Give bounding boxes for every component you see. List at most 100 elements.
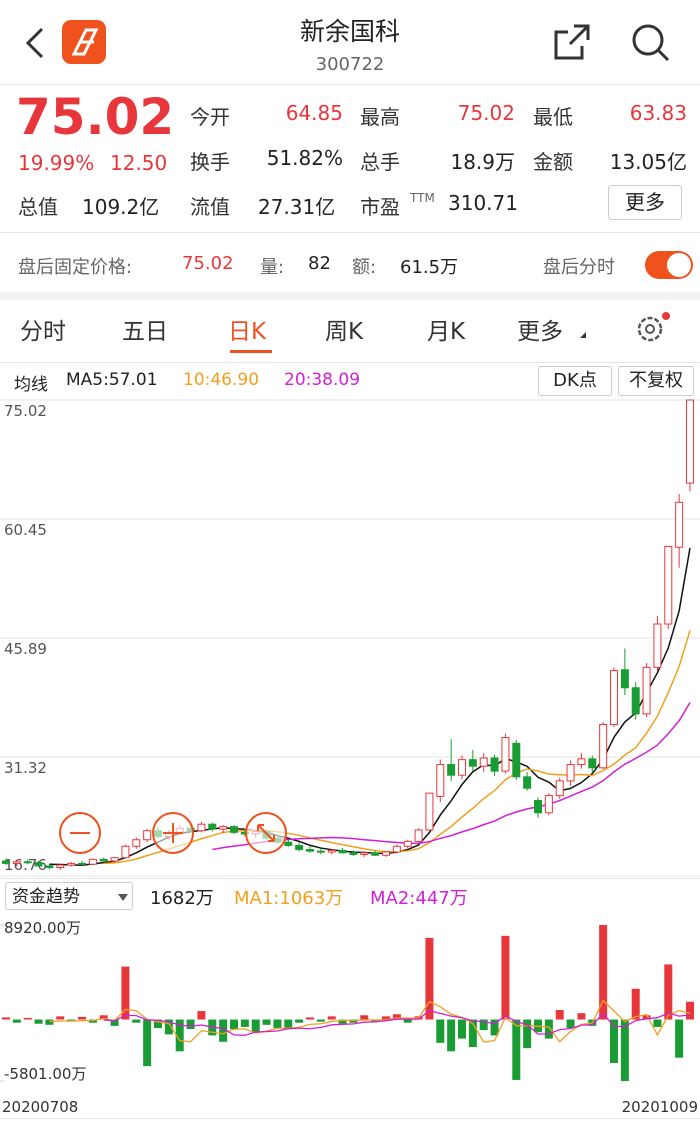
bar — [458, 1019, 466, 1039]
candle-body — [501, 737, 510, 772]
bar — [555, 1009, 564, 1020]
candle-body — [414, 829, 423, 842]
stat-value: 27.31亿 — [258, 195, 336, 219]
settings-icon[interactable] — [632, 310, 672, 346]
candle-body — [588, 758, 597, 769]
candle-body — [306, 849, 314, 852]
indicator-selector[interactable]: 资金趋势 — [5, 882, 133, 910]
candle-body — [555, 780, 564, 797]
share-icon[interactable] — [552, 22, 592, 62]
tab[interactable]: 分时 — [20, 319, 66, 345]
bar — [653, 1019, 662, 1027]
candle-body — [686, 399, 694, 484]
candle-body — [99, 858, 108, 862]
bar — [186, 1019, 195, 1030]
candle-body — [12, 861, 21, 864]
field-value: 18.9万 — [450, 150, 515, 174]
change-pct: 19.99% — [18, 151, 95, 175]
adjust-button[interactable]: 不复权 — [618, 366, 694, 396]
y-tick-label: -5801.00万 — [4, 1065, 86, 1083]
tab-active[interactable]: 日K — [228, 319, 267, 345]
bar — [577, 1013, 586, 1020]
candle-body — [436, 764, 445, 797]
field-value: 64.85 — [285, 101, 343, 125]
field-label: 金额 — [533, 150, 573, 174]
field-label: 今开 — [190, 105, 230, 129]
bar — [23, 1017, 32, 1020]
ma-line — [49, 999, 691, 1043]
bar — [675, 1019, 684, 1058]
bar — [154, 1019, 162, 1029]
bar — [686, 1001, 694, 1020]
tab[interactable]: 月K — [427, 319, 466, 345]
bar — [642, 1015, 651, 1020]
bar — [284, 1019, 293, 1030]
candle-body — [197, 823, 206, 832]
ma-line — [49, 547, 691, 866]
candle-body — [675, 501, 684, 548]
tab[interactable]: 五日 — [122, 319, 168, 345]
bar — [436, 1019, 445, 1043]
bar — [468, 1019, 477, 1048]
bar — [164, 1019, 173, 1035]
amount: 61.5万 — [400, 257, 459, 278]
candle-body — [2, 860, 10, 864]
candle-body — [132, 839, 141, 847]
stat-value: 109.2亿 — [82, 195, 160, 219]
candle-body — [219, 826, 228, 830]
candle-body — [566, 764, 575, 782]
candle-body — [327, 849, 336, 853]
candle-body — [642, 666, 651, 715]
money-ma1: MA1:1063万 — [234, 888, 344, 909]
candle-body — [664, 545, 673, 625]
bar — [219, 1019, 228, 1042]
candle-body — [88, 858, 97, 865]
candle-body — [425, 792, 434, 831]
bar — [523, 1019, 532, 1049]
stock-code: 300722 — [315, 54, 385, 75]
back-icon[interactable] — [22, 26, 48, 60]
candle-body — [523, 776, 532, 789]
bar — [501, 935, 510, 1020]
bar — [599, 925, 608, 1020]
tab[interactable]: 更多 — [517, 319, 563, 345]
stock-name: 新余国科 — [299, 17, 400, 46]
bar — [175, 1019, 184, 1052]
amount-label: 额: — [352, 257, 377, 278]
x-tick-label: 20200708 — [2, 1098, 78, 1116]
candle-body — [45, 865, 54, 869]
candle-body — [23, 861, 32, 864]
candle-body — [577, 758, 586, 766]
zoom-buttons — [59, 812, 287, 854]
bar — [306, 1017, 314, 1020]
bar — [262, 1019, 271, 1025]
change: 12.50 — [110, 151, 168, 175]
toggle[interactable] — [645, 251, 693, 279]
candle-body — [544, 795, 553, 814]
bar — [78, 1016, 86, 1020]
dk-button[interactable]: DK点 — [538, 366, 612, 396]
bar — [610, 1019, 618, 1063]
search-icon[interactable] — [630, 22, 672, 64]
candle-body — [295, 844, 304, 851]
tab[interactable]: 周K — [325, 319, 364, 345]
bar — [132, 1019, 141, 1023]
field-value: 51.82% — [266, 146, 343, 170]
bar — [295, 1019, 304, 1023]
candle-body — [316, 850, 325, 853]
candle-body — [284, 841, 293, 846]
bar — [230, 1019, 238, 1030]
bar — [403, 1019, 412, 1023]
field-label: 换手 — [190, 150, 230, 174]
x-tick-label: 20201009 — [622, 1098, 698, 1116]
after-hours-label: 盘后固定价格: — [18, 257, 133, 278]
bar — [566, 1019, 575, 1029]
candle-body — [338, 849, 347, 854]
price: 75.02 — [16, 88, 175, 146]
more-button[interactable]: 更多 — [608, 185, 682, 220]
after-hours-price: 75.02 — [182, 253, 234, 274]
candle-body — [620, 669, 629, 689]
ma20: 20:38.09 — [284, 370, 361, 390]
bar — [327, 1016, 336, 1020]
